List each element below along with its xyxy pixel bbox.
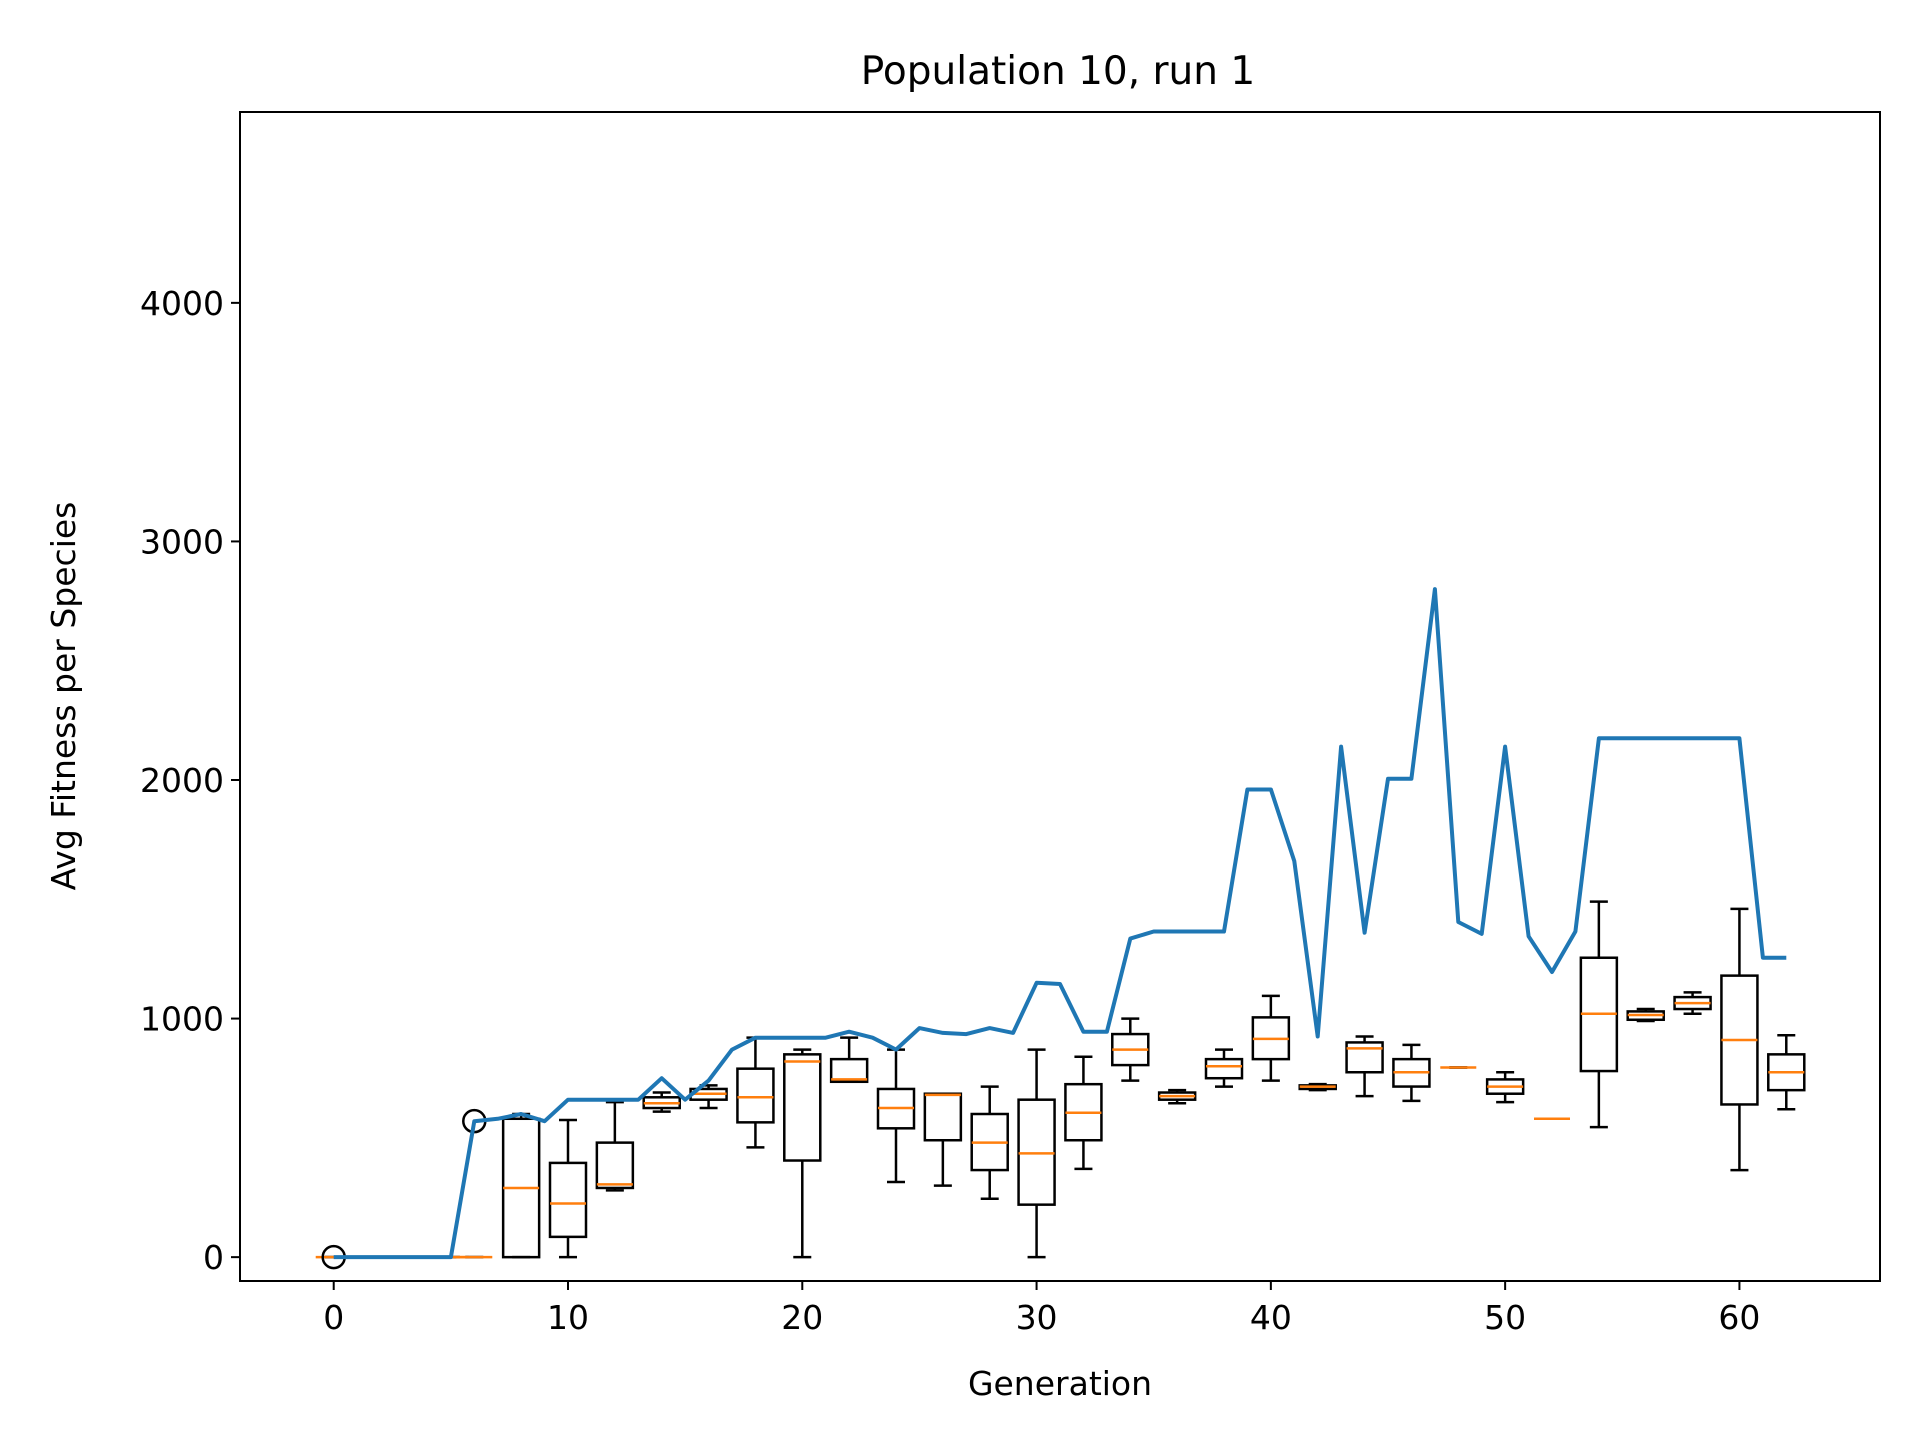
- box-18-body: [736, 1067, 775, 1124]
- box-44-body: [1345, 1041, 1384, 1074]
- x-tick-label-60: 60: [1718, 1298, 1760, 1337]
- box-26: [923, 1092, 963, 1187]
- box-50: [1485, 1071, 1525, 1104]
- y-tick-label-4000: 4000: [140, 284, 224, 323]
- x-tick-label-50: 50: [1484, 1298, 1526, 1337]
- x-tick-label-40: 40: [1250, 1298, 1292, 1337]
- chart-title: Population 10, run 1: [861, 49, 1255, 94]
- y-axis-title: Avg Fitness per Species: [44, 502, 83, 891]
- box-54: [1579, 900, 1619, 1129]
- box-12-body: [595, 1141, 635, 1190]
- box-56: [1626, 1007, 1665, 1023]
- box-10: [548, 1118, 588, 1259]
- box-60: [1720, 907, 1759, 1172]
- axis-ticks: 0 10 20 30 40 50 60 0 1000 2000 3000 4000: [140, 284, 1760, 1337]
- y-tick-label-0: 0: [203, 1238, 224, 1277]
- box-32: [1064, 1055, 1103, 1171]
- plot-area: [315, 587, 1806, 1270]
- box-20-body: [783, 1053, 822, 1162]
- y-tick-label-2000: 2000: [140, 761, 224, 800]
- box-10-body: [548, 1161, 588, 1239]
- box-34: [1111, 1017, 1150, 1082]
- box-62: [1767, 1034, 1806, 1111]
- box-22: [829, 1036, 869, 1084]
- line-series-0: [333, 587, 1787, 1260]
- box-36: [1157, 1088, 1197, 1105]
- box-58: [1673, 991, 1712, 1016]
- box-42: [1298, 1082, 1337, 1092]
- box-28: [970, 1085, 1009, 1200]
- box-44: [1345, 1035, 1384, 1098]
- box-24: [876, 1048, 916, 1184]
- x-axis-title: Generation: [968, 1364, 1152, 1403]
- box-38: [1204, 1048, 1244, 1088]
- box-38-body: [1204, 1057, 1244, 1080]
- box-22-body: [829, 1057, 869, 1084]
- axes-frame: [239, 111, 1881, 1282]
- box-46: [1392, 1043, 1431, 1103]
- box-12: [595, 1100, 635, 1192]
- box-40: [1251, 994, 1291, 1082]
- x-tick-label-10: 10: [547, 1298, 589, 1337]
- y-tick-label-3000: 3000: [140, 522, 224, 561]
- x-tick-label-20: 20: [781, 1298, 823, 1337]
- box-20: [783, 1048, 822, 1259]
- box-30: [1017, 1048, 1056, 1259]
- x-tick-label-30: 30: [1016, 1298, 1058, 1337]
- x-tick-label-0: 0: [323, 1298, 344, 1337]
- box-18: [736, 1036, 775, 1149]
- box-14: [642, 1091, 681, 1113]
- y-tick-label-1000: 1000: [140, 1000, 224, 1039]
